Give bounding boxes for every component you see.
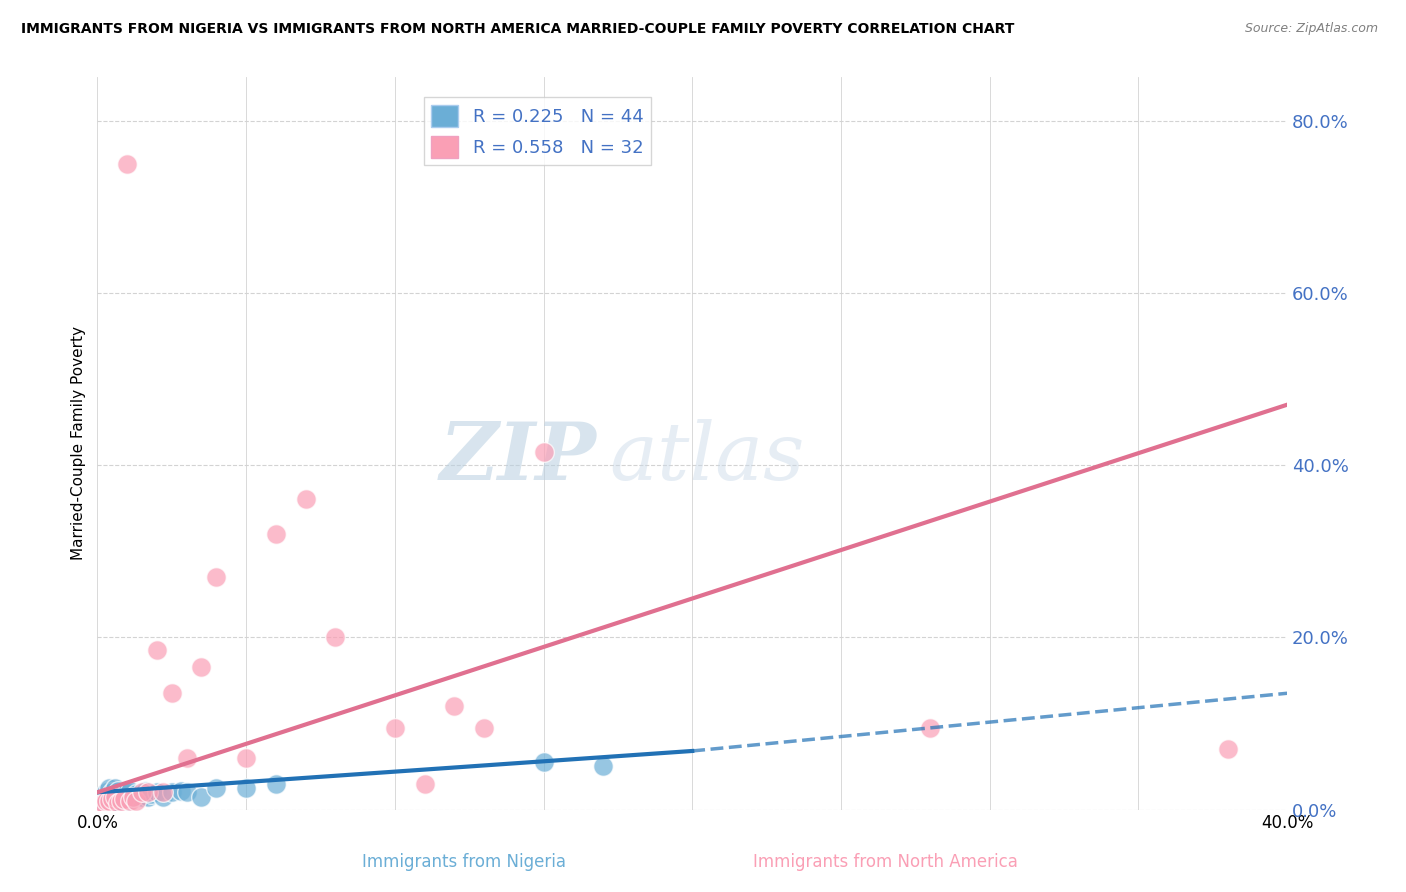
Point (131, 789, 153, 804)
Legend: R = 0.225   N = 44, R = 0.558   N = 32: R = 0.225 N = 44, R = 0.558 N = 32 (425, 97, 651, 165)
Point (112, 785, 135, 799)
Point (136, 785, 159, 799)
Point (115, 785, 138, 799)
Point (176, 785, 198, 799)
Text: Immigrants from Nigeria: Immigrants from Nigeria (361, 853, 567, 871)
Point (115, 156, 138, 170)
Point (89, 798, 111, 813)
Point (107, 789, 129, 804)
Text: atlas: atlas (609, 419, 804, 497)
Y-axis label: Married-Couple Family Poverty: Married-Couple Family Poverty (72, 326, 86, 560)
Point (146, 785, 169, 799)
Point (96, 798, 118, 813)
Point (110, 794, 132, 808)
Point (384, 721, 406, 735)
Point (152, 785, 174, 799)
Point (131, 785, 153, 799)
Point (533, 755, 555, 769)
Point (120, 783, 142, 797)
Point (98, 780, 121, 795)
Point (533, 445, 555, 459)
Point (101, 789, 124, 804)
Point (134, 783, 156, 797)
Point (96, 794, 118, 808)
Point (1216, 742, 1239, 756)
Point (264, 527, 287, 541)
Point (122, 789, 145, 804)
Text: Source: ZipAtlas.com: Source: ZipAtlas.com (1244, 22, 1378, 36)
Point (122, 789, 145, 804)
Point (323, 630, 346, 644)
Point (91, 796, 114, 810)
Point (96, 794, 118, 808)
Point (98, 794, 121, 808)
Point (115, 794, 138, 808)
Text: ZIP: ZIP (440, 419, 598, 497)
Point (104, 787, 127, 801)
Point (107, 796, 129, 810)
Point (413, 777, 436, 791)
Point (89, 794, 111, 808)
Point (205, 570, 228, 584)
Point (125, 787, 148, 801)
Point (160, 686, 183, 700)
Text: IMMIGRANTS FROM NIGERIA VS IMMIGRANTS FROM NORTH AMERICA MARRIED-COUPLE FAMILY P: IMMIGRANTS FROM NIGERIA VS IMMIGRANTS FR… (21, 22, 1015, 37)
Point (235, 780, 257, 795)
Point (104, 780, 127, 795)
Point (104, 789, 127, 804)
Point (107, 783, 129, 797)
Point (472, 721, 495, 735)
Text: Immigrants from North America: Immigrants from North America (754, 853, 1018, 871)
Point (205, 780, 228, 795)
Point (98, 789, 121, 804)
Point (112, 792, 135, 806)
Point (160, 785, 183, 799)
Point (235, 751, 257, 765)
Point (169, 783, 191, 797)
Point (104, 794, 127, 808)
Point (146, 643, 169, 657)
Point (128, 789, 150, 804)
Point (264, 777, 287, 791)
Point (91, 789, 114, 804)
Point (98, 796, 121, 810)
Point (110, 787, 132, 801)
Point (112, 792, 135, 806)
Point (176, 751, 198, 765)
Point (110, 794, 132, 808)
Point (443, 699, 465, 714)
Point (101, 792, 124, 806)
Point (190, 789, 212, 804)
Point (101, 796, 124, 810)
Point (91, 798, 114, 813)
Point (190, 660, 212, 674)
Point (294, 492, 316, 507)
Point (152, 789, 174, 804)
Point (139, 787, 162, 801)
Point (920, 721, 942, 735)
Point (107, 796, 129, 810)
Point (125, 794, 148, 808)
Point (96, 785, 118, 799)
Point (101, 785, 124, 799)
Point (120, 794, 142, 808)
Point (592, 759, 614, 773)
Point (120, 792, 142, 806)
Point (136, 789, 159, 804)
